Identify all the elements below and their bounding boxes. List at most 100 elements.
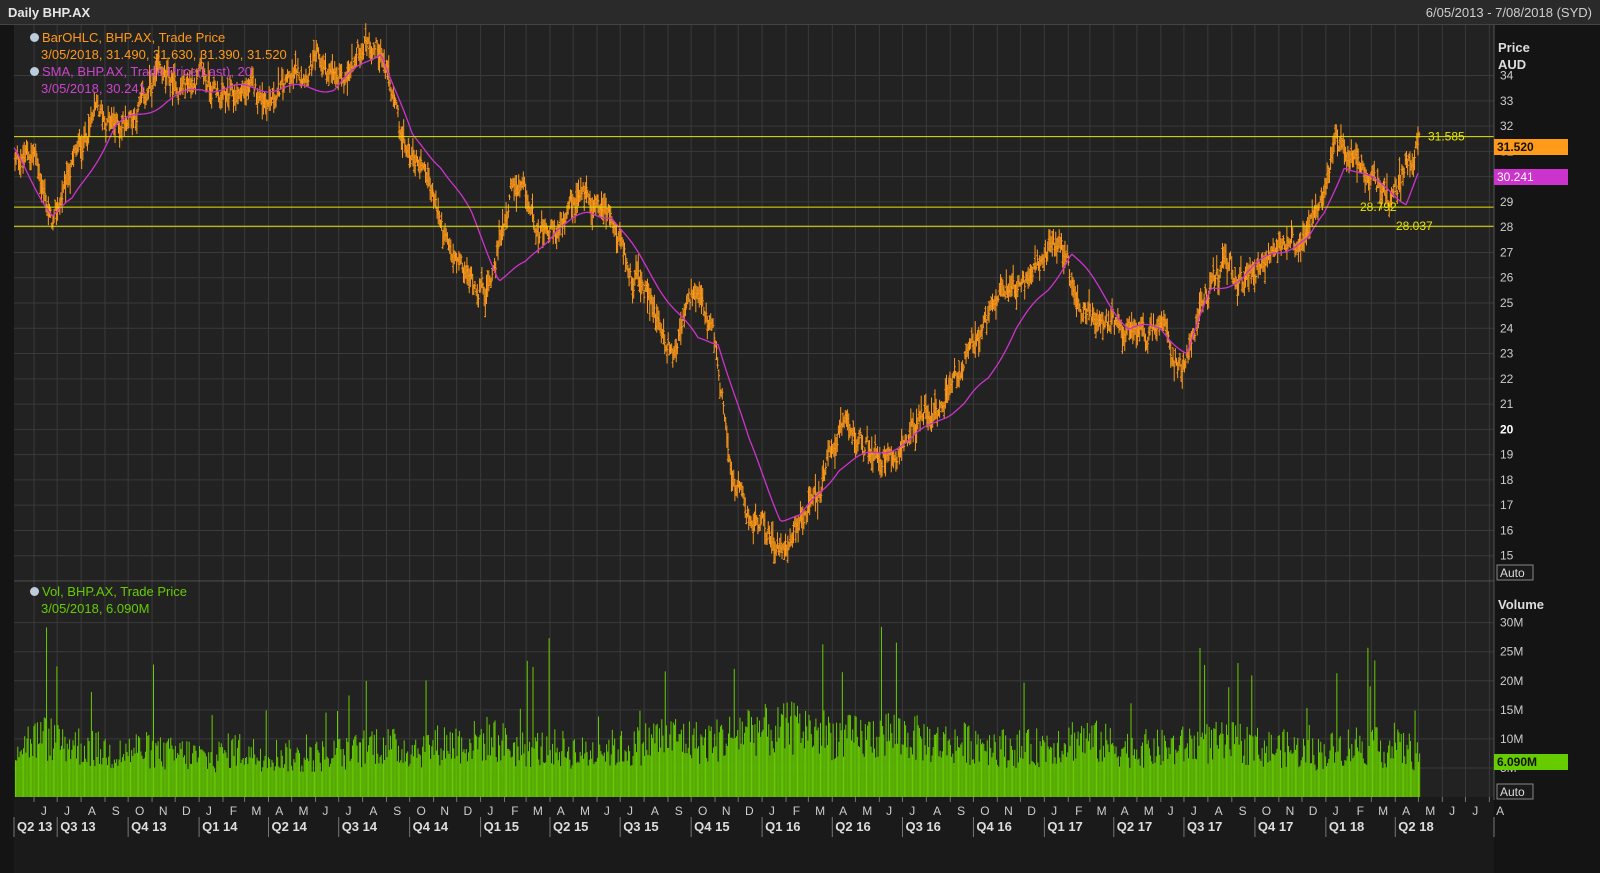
volume-bar xyxy=(1206,724,1208,797)
volume-bar xyxy=(1046,735,1048,797)
volume-bar xyxy=(588,759,590,797)
volume-bar xyxy=(143,758,145,797)
volume-bar xyxy=(167,738,169,797)
volume-bar xyxy=(1252,736,1254,797)
ohlc-bar xyxy=(396,104,400,118)
month-label: J xyxy=(206,804,212,818)
volume-bar xyxy=(1063,743,1065,797)
volume-bar xyxy=(922,760,924,797)
price-tick-label: 19 xyxy=(1500,448,1514,462)
volume-bar xyxy=(931,755,933,797)
ohlc-bar xyxy=(1146,336,1149,354)
volume-bar xyxy=(867,725,869,797)
ohlc-bar xyxy=(532,214,535,230)
ohlc-bar xyxy=(1416,126,1420,156)
volume-bar xyxy=(753,742,755,797)
ohlc-bar xyxy=(1066,244,1069,259)
volume-bar xyxy=(1289,752,1291,797)
volume-bar xyxy=(953,763,955,797)
volume-bar xyxy=(489,755,491,797)
volume-bar xyxy=(1127,733,1129,797)
price-tick-label: 25 xyxy=(1500,296,1514,310)
volume-bar xyxy=(540,746,542,797)
volume-bar xyxy=(981,744,982,797)
volume-bar xyxy=(102,757,104,797)
volume-bar xyxy=(332,757,334,797)
legend-toggle-icon[interactable] xyxy=(30,33,39,42)
legend-toggle-icon[interactable] xyxy=(30,67,39,76)
volume-bar xyxy=(1055,763,1057,797)
ohlc-bar xyxy=(69,162,72,194)
volume-bar xyxy=(230,767,232,797)
volume-bar xyxy=(23,748,25,797)
volume-bar xyxy=(1117,756,1119,797)
volume-bar xyxy=(404,761,406,797)
volume-bar xyxy=(939,750,941,797)
volume-bar xyxy=(741,721,743,797)
volume-bar xyxy=(311,771,313,797)
volume-bar xyxy=(1370,731,1372,797)
ohlc-bar xyxy=(916,417,919,430)
ohlc-bar xyxy=(355,47,358,67)
volume-bar xyxy=(1022,758,1024,797)
volume-bar xyxy=(346,738,348,797)
volume-bar xyxy=(301,765,303,797)
volume-auto-button[interactable] xyxy=(1496,783,1534,800)
legend-toggle-icon[interactable] xyxy=(30,587,39,596)
volume-bar xyxy=(990,748,992,797)
volume-bar xyxy=(194,745,196,797)
volume-bar xyxy=(668,747,670,797)
volume-bar xyxy=(246,756,248,797)
volume-bar xyxy=(718,732,720,797)
price-auto-label[interactable]: Auto xyxy=(1500,566,1525,580)
price-tick-label: 29 xyxy=(1500,195,1514,209)
volume-bar xyxy=(480,729,482,797)
volume-bar xyxy=(280,750,282,797)
month-label: J xyxy=(1472,804,1478,818)
date-range[interactable]: 6/05/2013 - 7/08/2018 (SYD) xyxy=(1425,5,1592,20)
volume-bar xyxy=(1305,762,1307,797)
volume-bar xyxy=(1399,742,1401,797)
volume-bar xyxy=(1045,761,1047,797)
volume-bar xyxy=(388,749,390,797)
volume-bar xyxy=(788,744,790,797)
volume-bar xyxy=(386,757,388,797)
volume-bar xyxy=(529,741,531,797)
ohlc-bar xyxy=(741,485,745,499)
price-auto-button[interactable] xyxy=(1496,564,1534,581)
volume-bar xyxy=(562,731,564,797)
volume-bar xyxy=(1002,729,1004,797)
volume-bar xyxy=(105,757,107,797)
volume-bar xyxy=(958,747,959,797)
volume-bar xyxy=(565,758,567,797)
volume-bar xyxy=(240,763,242,797)
month-label: N xyxy=(1286,804,1295,818)
volume-bar xyxy=(204,753,206,797)
volume-bar xyxy=(238,740,240,797)
volume-bar xyxy=(462,751,464,797)
volume-bar xyxy=(1334,762,1336,797)
volume-auto-label[interactable]: Auto xyxy=(1500,785,1525,799)
volume-bar xyxy=(933,734,935,797)
volume-bar xyxy=(1162,761,1164,797)
volume-bar xyxy=(974,763,976,797)
ohlc-bar xyxy=(356,39,359,49)
ohlc-bar xyxy=(680,319,684,334)
volume-bar xyxy=(1171,737,1173,797)
volume-bar xyxy=(1343,765,1345,797)
volume-bar xyxy=(900,754,902,797)
volume-bar xyxy=(401,749,403,797)
volume-bar xyxy=(36,722,38,797)
volume-bar xyxy=(627,745,629,797)
ohlc-bar xyxy=(765,531,769,546)
volume-bar xyxy=(1413,770,1415,797)
volume-bar xyxy=(253,739,255,797)
volume-bar xyxy=(870,746,872,797)
ohlc-bar xyxy=(1357,148,1360,169)
volume-bar xyxy=(381,763,383,797)
volume-bar xyxy=(734,737,736,797)
month-label: O xyxy=(1262,804,1271,818)
